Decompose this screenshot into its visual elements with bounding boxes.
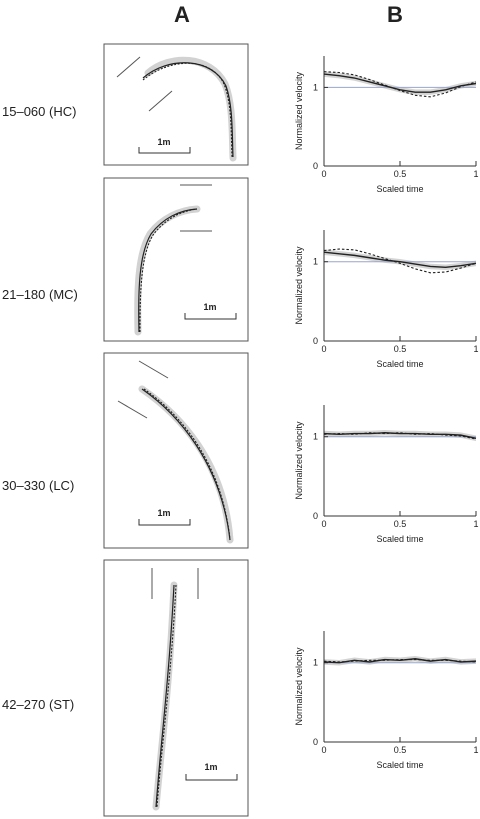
x-tick-label: 1: [473, 169, 478, 179]
model-path-line: [139, 208, 198, 333]
scale-bar-label: 1m: [157, 137, 170, 147]
condition-label-mc: 21–180 (MC): [2, 287, 78, 302]
y-tick-label: 0: [313, 336, 318, 346]
measured-velocity-line: [323, 73, 477, 93]
x-axis-title: Scaled time: [376, 760, 423, 770]
velocity-chart-3: 0 0.5 1 0 1 Scaled time Normalized velocity: [294, 405, 479, 544]
model-path-line: [142, 62, 233, 158]
x-tick-label: 0.5: [394, 169, 407, 179]
model-path-line: [156, 584, 177, 808]
x-tick-label: 0.5: [394, 519, 407, 529]
model-velocity-line: [323, 658, 477, 663]
x-tick-label: 0.5: [394, 344, 407, 354]
scale-bar: [138, 147, 191, 154]
model-path-line: [143, 388, 231, 541]
path-panel-hc: 1m: [103, 43, 249, 166]
y-axis-title: Normalized velocity: [294, 246, 304, 325]
velocity-chart-4: 0 0.5 1 0 1 Scaled time Normalized velocity: [294, 631, 479, 770]
x-tick-label: 0: [321, 519, 326, 529]
condition-label-hc: 15–060 (HC): [2, 104, 77, 119]
model-velocity-line: [323, 248, 477, 274]
x-tick-label: 1: [473, 745, 478, 755]
x-tick-label: 0.5: [394, 745, 407, 755]
scale-bar: [185, 774, 238, 781]
column-heading-a: A: [174, 2, 190, 27]
y-tick-label: 1: [313, 432, 318, 442]
x-axis-title: Scaled time: [376, 534, 423, 544]
mean-path-line: [155, 584, 175, 808]
model-velocity-line: [323, 71, 477, 98]
y-tick-label: 0: [313, 161, 318, 171]
scale-bar: [184, 313, 237, 320]
mean-path-line: [138, 208, 198, 333]
x-tick-label: 0: [321, 745, 326, 755]
path-panel-lc: 1m: [103, 352, 249, 549]
y-tick-label: 1: [313, 82, 318, 92]
y-axis-title: Normalized velocity: [294, 647, 304, 726]
model-velocity-line: [323, 432, 477, 440]
x-axis-title: Scaled time: [376, 359, 423, 369]
velocity-plots: 0 0.5 1 0 1 Scaled time Normalized velocity 0 0.…: [294, 56, 479, 770]
y-tick-label: 0: [313, 737, 318, 747]
measured-velocity-line: [323, 432, 477, 439]
mean-path-line: [141, 388, 231, 541]
x-tick-label: 0: [321, 169, 326, 179]
velocity-chart-2: 0 0.5 1 0 1 Scaled time Normalized velocity: [294, 230, 479, 369]
scale-bar: [138, 519, 191, 526]
velocity-chart-1: 0 0.5 1 0 1 Scaled time Normalized velocity: [294, 56, 479, 194]
doorway-marker: [148, 90, 173, 112]
column-heading-b: B: [387, 2, 403, 27]
velocity-variability-band: [324, 249, 476, 271]
doorway-marker: [117, 400, 148, 419]
measured-velocity-line: [323, 251, 477, 268]
y-axis-title: Normalized velocity: [294, 421, 304, 500]
y-tick-label: 1: [313, 257, 318, 267]
condition-label-st: 42–270 (ST): [2, 697, 75, 712]
condition-label-lc: 30–330 (LC): [2, 478, 75, 493]
x-tick-label: 1: [473, 344, 478, 354]
velocity-variability-band: [324, 71, 476, 95]
x-tick-label: 0: [321, 344, 326, 354]
scale-bar-label: 1m: [203, 302, 216, 312]
mean-path-line: [142, 62, 234, 158]
velocity-variability-band: [324, 429, 476, 442]
x-tick-label: 1: [473, 519, 478, 529]
y-axis-title: Normalized velocity: [294, 71, 304, 150]
x-axis-title: Scaled time: [376, 184, 423, 194]
scale-bar-label: 1m: [204, 762, 217, 772]
y-tick-label: 0: [313, 511, 318, 521]
doorway-marker: [116, 56, 141, 78]
y-tick-label: 1: [313, 658, 318, 668]
path-panel-st: 1m: [103, 559, 249, 817]
doorway-marker: [138, 360, 169, 379]
path-panel-mc: 1m: [103, 177, 249, 342]
scale-bar-label: 1m: [157, 508, 170, 518]
